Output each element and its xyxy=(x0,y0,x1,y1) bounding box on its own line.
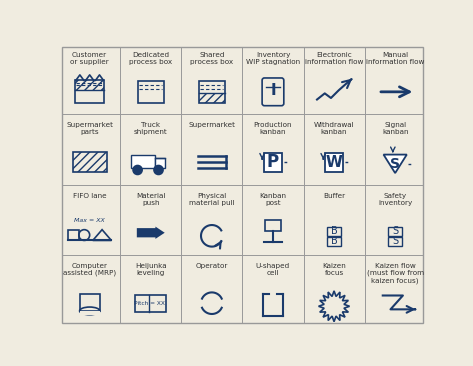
Bar xyxy=(79,311,100,315)
Bar xyxy=(68,229,79,240)
Bar xyxy=(155,158,166,168)
Text: Physical
material pull: Physical material pull xyxy=(189,193,235,206)
Bar xyxy=(325,153,343,172)
Text: B: B xyxy=(331,236,337,246)
Text: Supermarket
parts: Supermarket parts xyxy=(66,122,113,135)
Text: Manual
information flow: Manual information flow xyxy=(366,52,424,65)
Bar xyxy=(199,81,225,102)
Bar xyxy=(135,295,166,312)
Text: S: S xyxy=(392,236,398,246)
Text: Material
push: Material push xyxy=(136,193,166,206)
Text: U-shaped
cell: U-shaped cell xyxy=(256,263,290,276)
Text: Customer
or supplier: Customer or supplier xyxy=(70,52,109,65)
Text: Inventory
WIP stagnation: Inventory WIP stagnation xyxy=(246,52,300,65)
Text: Supermarket: Supermarket xyxy=(188,122,236,128)
Text: Buffer: Buffer xyxy=(323,193,345,198)
Bar xyxy=(73,152,107,172)
Bar xyxy=(75,80,105,103)
Text: P: P xyxy=(267,153,279,171)
Text: Signal
kanban: Signal kanban xyxy=(382,122,408,135)
Text: Withdrawal
kanban: Withdrawal kanban xyxy=(314,122,354,135)
Bar xyxy=(131,154,155,168)
Bar xyxy=(263,153,282,172)
Text: Production
kanban: Production kanban xyxy=(254,122,292,135)
Text: Electronic
information flow: Electronic information flow xyxy=(305,52,363,65)
Text: Kaizen
focus: Kaizen focus xyxy=(322,263,346,276)
Polygon shape xyxy=(384,154,407,173)
Text: S: S xyxy=(392,226,398,236)
Circle shape xyxy=(154,165,163,175)
Text: FIFO lane: FIFO lane xyxy=(73,193,106,198)
Text: I: I xyxy=(270,83,276,98)
Text: Kaizen flow
(must flow from
kaizen focus): Kaizen flow (must flow from kaizen focus… xyxy=(367,263,424,284)
Text: Computer
assisted (MRP): Computer assisted (MRP) xyxy=(63,263,116,276)
Text: B: B xyxy=(331,226,337,236)
Text: Truck
shipment: Truck shipment xyxy=(134,122,167,135)
Text: Shared
process box: Shared process box xyxy=(190,52,234,65)
Text: Operator: Operator xyxy=(196,263,228,269)
Bar xyxy=(388,227,402,236)
Text: Safety
inventory: Safety inventory xyxy=(378,193,412,206)
Bar xyxy=(138,81,164,102)
Text: Dedicated
process box: Dedicated process box xyxy=(129,52,172,65)
Text: W: W xyxy=(325,155,342,170)
Circle shape xyxy=(133,165,142,175)
Text: Max = XX: Max = XX xyxy=(74,218,105,223)
Bar xyxy=(265,220,280,231)
Bar xyxy=(75,80,105,90)
Bar xyxy=(199,93,225,102)
Bar xyxy=(388,236,402,246)
FancyArrow shape xyxy=(137,227,165,239)
Text: Pitch = XX: Pitch = XX xyxy=(134,301,165,306)
Text: S: S xyxy=(390,157,400,171)
Text: Heijunka
leveling: Heijunka leveling xyxy=(135,263,166,276)
Bar xyxy=(79,294,100,311)
Bar xyxy=(327,236,341,246)
Text: Kanban
post: Kanban post xyxy=(260,193,287,206)
Bar xyxy=(327,227,341,236)
